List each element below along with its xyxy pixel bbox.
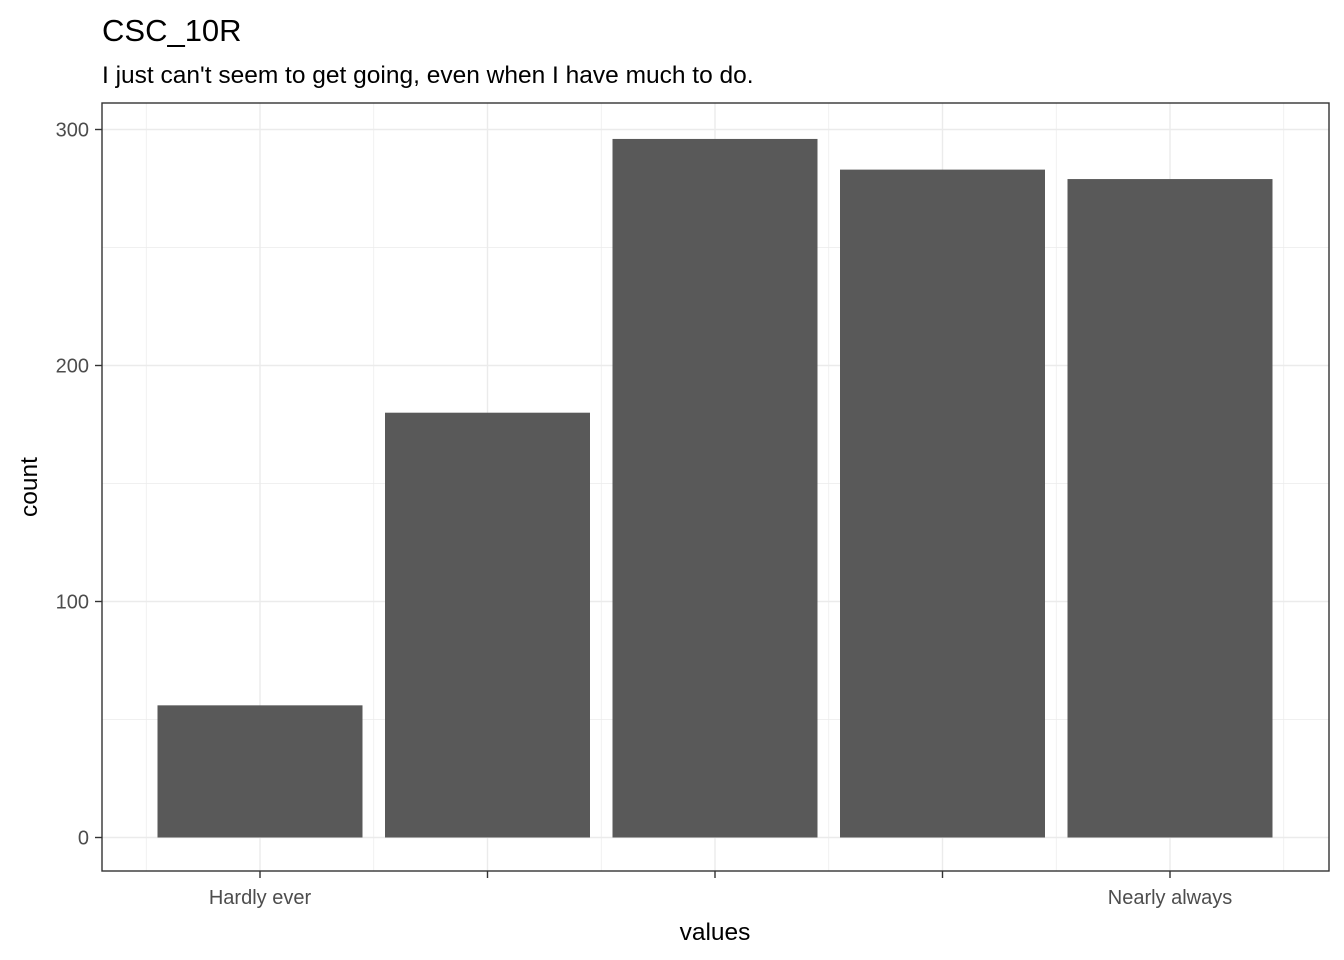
axes: 0 100 200 300 Hardly ever Nearly always <box>56 120 1233 910</box>
chart-subtitle: I just can't seem to get going, even whe… <box>102 62 754 89</box>
bars <box>157 138 1273 838</box>
x-axis-title: values <box>680 919 751 946</box>
x-tick-label: Hardly ever <box>209 887 312 909</box>
y-tick-label: 200 <box>56 356 89 378</box>
chart-title: CSC_10R <box>102 13 242 48</box>
y-tick-label: 0 <box>78 828 89 850</box>
bar <box>840 169 1045 838</box>
x-tick-label: Nearly always <box>1108 887 1232 909</box>
bar <box>157 705 363 838</box>
y-axis-title: count <box>16 457 43 517</box>
y-tick-label: 300 <box>56 120 89 142</box>
bar <box>612 138 818 838</box>
y-tick-label: 100 <box>56 592 89 614</box>
bar <box>1067 179 1273 838</box>
bar <box>385 412 590 838</box>
